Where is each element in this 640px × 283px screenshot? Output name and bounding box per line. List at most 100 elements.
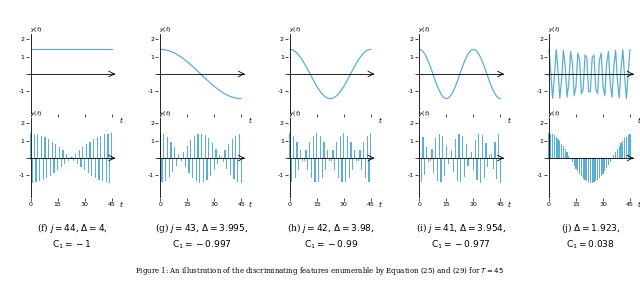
Text: (g) $j = 43$, $\Delta = 3.995$,: (g) $j = 43$, $\Delta = 3.995$, [155, 220, 248, 235]
Bar [445, 146, 447, 158]
Bar [102, 158, 103, 181]
Bar [311, 158, 312, 178]
Bar [177, 154, 179, 158]
Bar [471, 152, 472, 158]
Bar [602, 158, 604, 174]
Bar [554, 136, 555, 158]
Bar [159, 134, 161, 158]
Bar [298, 158, 300, 170]
Bar [617, 149, 618, 158]
Bar [320, 136, 321, 158]
Bar [329, 158, 330, 161]
Bar [208, 138, 209, 158]
Bar [620, 143, 621, 158]
Bar [318, 158, 319, 182]
Bar [345, 158, 346, 182]
Bar [79, 151, 80, 158]
Bar [223, 158, 224, 162]
Bar [314, 158, 316, 182]
Bar [217, 158, 218, 164]
Bar [570, 158, 572, 159]
Bar [197, 134, 198, 158]
Bar [332, 151, 333, 158]
Bar [451, 151, 452, 158]
Bar [165, 158, 166, 181]
Bar [235, 136, 236, 158]
Bar [628, 135, 629, 158]
Bar [447, 158, 449, 164]
Text: (d) $j = 3$, $\Delta = 0.046$,: (d) $j = 3$, $\Delta = 0.046$, [417, 136, 504, 151]
Bar [210, 158, 211, 176]
Bar [309, 142, 310, 158]
Bar [99, 158, 100, 180]
Bar [343, 134, 344, 158]
Bar [591, 158, 593, 183]
Bar [426, 147, 428, 158]
Text: (i) $j = 41$, $\Delta = 3.954$,: (i) $j = 41$, $\Delta = 3.954$, [415, 220, 506, 235]
Bar [349, 158, 350, 178]
Text: $y(t)$: $y(t)$ [548, 109, 561, 118]
Bar [484, 158, 485, 178]
Bar [188, 158, 189, 173]
Text: $y(t)$: $y(t)$ [29, 109, 42, 118]
Bar [30, 134, 31, 158]
Text: (h) $j = 42$, $\Delta = 3.98$,: (h) $j = 42$, $\Delta = 3.98$, [287, 220, 375, 235]
Bar [192, 158, 193, 178]
Bar [489, 155, 490, 158]
Bar [552, 134, 553, 158]
Bar [589, 158, 591, 183]
Bar [593, 158, 595, 182]
Bar [609, 158, 611, 162]
Bar [575, 158, 577, 169]
Bar [301, 158, 303, 161]
Bar [73, 158, 74, 161]
Bar [168, 158, 170, 177]
Bar [61, 158, 62, 167]
Text: $t$: $t$ [378, 199, 383, 209]
Bar [363, 142, 364, 158]
Bar [174, 147, 175, 158]
Bar [361, 158, 362, 170]
Bar [109, 158, 111, 183]
Text: $t$: $t$ [378, 115, 383, 125]
Bar [424, 158, 426, 175]
Bar [365, 158, 366, 178]
Bar [225, 151, 226, 158]
Bar [163, 134, 164, 158]
Bar [53, 158, 54, 173]
Bar [167, 137, 168, 158]
Text: $\mathrm{C}_1 = -0.997$: $\mathrm{C}_1 = -0.997$ [172, 238, 232, 251]
Bar [491, 154, 492, 158]
Bar [436, 158, 438, 181]
Bar [41, 136, 42, 158]
Bar [568, 156, 570, 158]
Bar [289, 134, 291, 158]
Bar [626, 137, 627, 158]
Text: $y(t)$: $y(t)$ [29, 25, 42, 34]
Bar [498, 134, 499, 158]
Bar [226, 158, 227, 169]
Bar [629, 134, 630, 158]
Bar [564, 149, 566, 158]
Bar [474, 140, 476, 158]
Bar [449, 158, 451, 159]
Text: $\mathrm{C}_1 = 0.977$: $\mathrm{C}_1 = 0.977$ [436, 154, 485, 167]
Bar [196, 158, 197, 181]
Bar [108, 134, 109, 158]
Bar [39, 158, 40, 181]
Bar [111, 134, 112, 158]
Bar [595, 158, 596, 181]
Bar [91, 158, 92, 176]
Bar [48, 139, 49, 158]
Text: $\mathrm{C}_1 = 1$: $\mathrm{C}_1 = 1$ [58, 154, 86, 167]
Bar [340, 136, 341, 158]
Text: $t$: $t$ [248, 115, 253, 125]
Bar [70, 157, 71, 158]
Text: $t$: $t$ [248, 199, 253, 209]
Bar [194, 136, 195, 158]
Bar [59, 147, 60, 158]
Bar [347, 136, 348, 158]
Bar [428, 158, 429, 162]
Bar [367, 136, 368, 158]
Bar [201, 134, 202, 158]
